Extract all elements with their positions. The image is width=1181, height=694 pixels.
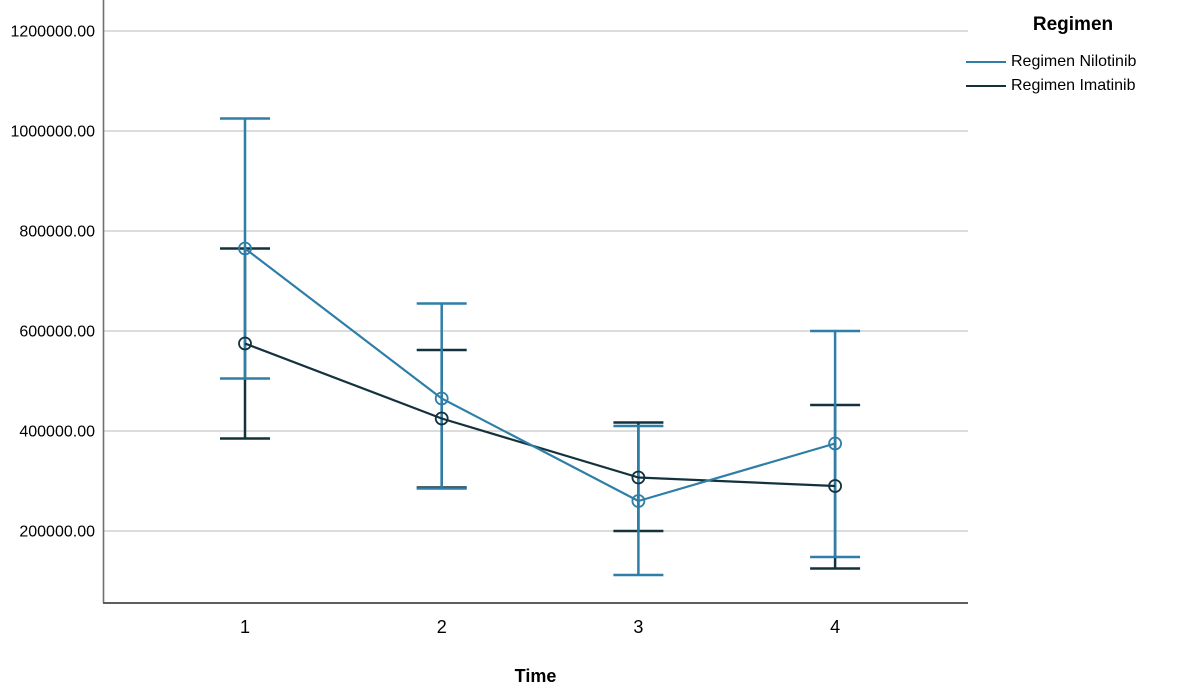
legend-line-swatch-nilotinib <box>966 61 1006 63</box>
data-point-marker <box>828 436 842 451</box>
data-point-marker <box>238 336 252 351</box>
data-point-marker <box>434 391 449 406</box>
y-tick-label: 200000.00 <box>19 524 95 541</box>
x-axis-title: Time <box>514 666 557 686</box>
series-line <box>244 247 836 503</box>
legend-item-nilotinib: Regimen Nilotinib <box>966 50 1180 74</box>
y-tick-label: 600000.00 <box>19 324 95 341</box>
y-tick-label: 400000.00 <box>19 424 95 441</box>
legend-line-swatch-imatinib <box>966 85 1006 87</box>
y-tick-label: 1200000.00 <box>10 24 95 41</box>
x-tick-label: 2 <box>437 617 447 637</box>
x-tick-label: 4 <box>830 617 840 637</box>
legend-label-nilotinib: Regimen Nilotinib <box>1011 53 1137 70</box>
data-point-marker <box>631 470 646 485</box>
data-point-marker <box>238 241 252 256</box>
x-tick-label: 1 <box>240 617 250 637</box>
data-point-marker <box>631 494 646 508</box>
data-point-marker <box>828 479 842 493</box>
y-tick-label: 800000.00 <box>19 224 95 241</box>
legend-label-imatinib: Regimen Imatinib <box>1011 77 1136 94</box>
y-tick-label: 1000000.00 <box>10 124 95 141</box>
data-point-marker <box>434 411 449 426</box>
series-line <box>244 342 836 488</box>
legend: Regimen Regimen Nilotinib Regimen Imatin… <box>966 12 1180 98</box>
legend-item-imatinib: Regimen Imatinib <box>966 74 1180 98</box>
legend-title: Regimen <box>1032 14 1114 35</box>
x-tick-label: 3 <box>633 617 643 637</box>
